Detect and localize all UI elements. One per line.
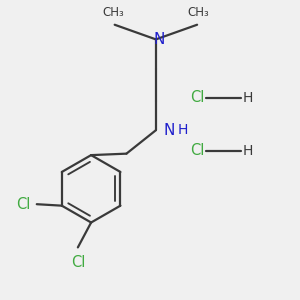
Text: Cl: Cl [71, 255, 85, 270]
Text: Cl: Cl [190, 91, 205, 106]
Text: N: N [153, 32, 164, 47]
Text: Cl: Cl [190, 143, 205, 158]
Text: N: N [163, 123, 175, 138]
Text: H: H [178, 123, 188, 137]
Text: H: H [243, 91, 253, 105]
Text: H: H [243, 144, 253, 158]
Text: CH₃: CH₃ [188, 6, 209, 19]
Text: CH₃: CH₃ [102, 6, 124, 19]
Text: Cl: Cl [16, 197, 31, 212]
